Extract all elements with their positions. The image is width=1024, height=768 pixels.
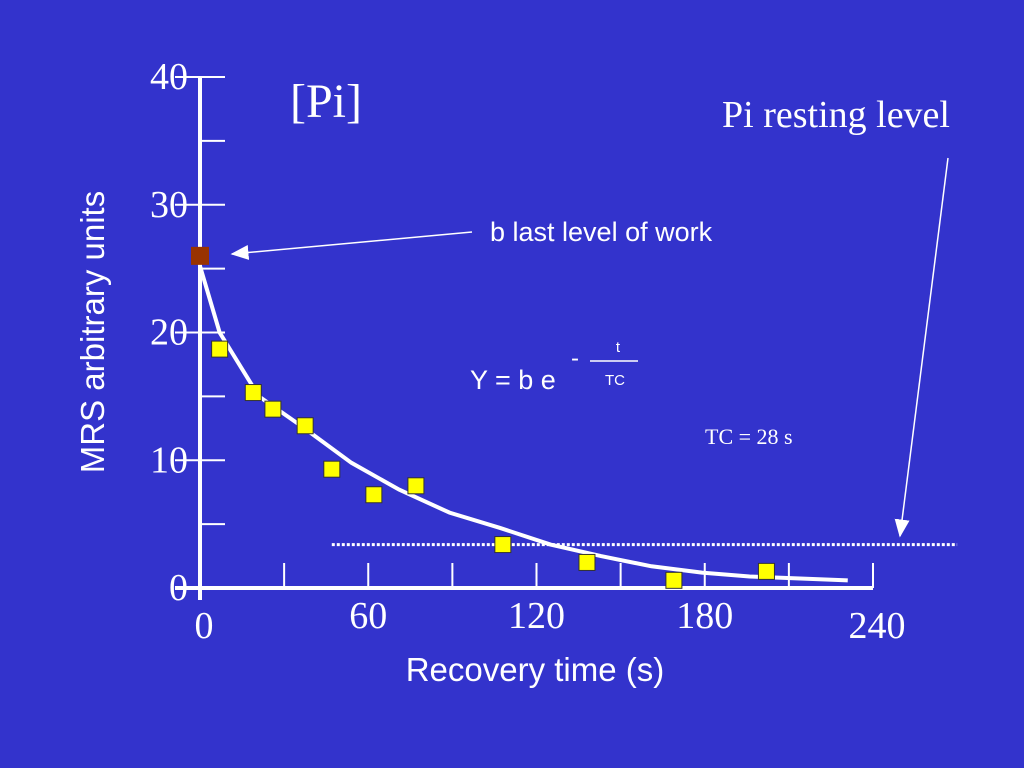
data-point bbox=[244, 384, 262, 402]
x-tick-label: 120 bbox=[508, 595, 565, 637]
data-point bbox=[578, 553, 596, 571]
x-tick-label: 180 bbox=[676, 595, 733, 637]
formula: Y = b e bbox=[470, 365, 556, 395]
x-tick-label: 0 bbox=[195, 605, 214, 647]
formula-numerator: t bbox=[616, 339, 621, 356]
y-tick-label: 20 bbox=[150, 312, 188, 354]
data-point bbox=[494, 536, 512, 554]
data-point bbox=[757, 562, 775, 580]
x-tick-label: 60 bbox=[349, 595, 387, 637]
formula-sign: - bbox=[571, 345, 579, 372]
annotation: b last level of work bbox=[490, 217, 713, 247]
y-tick-label: 0 bbox=[169, 567, 188, 609]
initial-point bbox=[191, 246, 209, 265]
data-point bbox=[296, 417, 314, 435]
x-axis-label: Recovery time (s) bbox=[406, 651, 665, 688]
data-point bbox=[211, 340, 229, 358]
data-point bbox=[665, 571, 683, 589]
annotation-arrow bbox=[230, 231, 473, 260]
data-point bbox=[407, 477, 425, 495]
y-axis-label: MRS arbitrary units bbox=[74, 191, 111, 473]
tc-label: TC = 28 s bbox=[705, 424, 793, 449]
data-point bbox=[264, 400, 282, 418]
formula-denominator: TC bbox=[605, 372, 625, 389]
y-tick-label: 40 bbox=[150, 56, 188, 98]
data-point bbox=[365, 486, 383, 504]
chart-title: [Pi] bbox=[290, 75, 362, 128]
y-tick-label: 30 bbox=[150, 184, 188, 226]
x-tick-label: 240 bbox=[849, 605, 906, 647]
y-tick-label: 10 bbox=[150, 439, 188, 481]
resting-arrow bbox=[894, 157, 949, 538]
data-point bbox=[323, 460, 341, 478]
resting-label: Pi resting level bbox=[722, 94, 950, 136]
